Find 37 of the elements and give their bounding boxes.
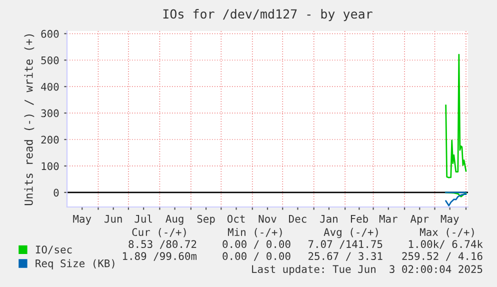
y-tick-label: 300	[41, 109, 59, 118]
text: 25.67 / 3.31	[308, 252, 382, 261]
x-tick-label: Oct	[227, 214, 245, 223]
x-tick-label: Sep	[197, 214, 215, 225]
text: 1.89 /99.60m	[123, 252, 197, 261]
legend-label: Req Size (KB)	[36, 259, 114, 270]
y-tick-label: 600	[41, 30, 59, 38]
x-tick-label: Mar	[379, 215, 398, 223]
text: 8.53 /80.72	[128, 240, 196, 249]
x-tick-label: Apr	[410, 215, 429, 225]
y-axis-title: Units read (-) / write (+)	[24, 34, 34, 206]
x-tick-label: Nov	[258, 215, 276, 223]
x-tick-label: Jul	[134, 214, 152, 223]
x-tick-label: Dec	[289, 215, 306, 223]
x-tick-label: Jan	[320, 215, 338, 223]
text: Min (-/+)	[228, 228, 282, 238]
text: 1.00k/ 6.74k	[409, 240, 483, 249]
y-tick-label: 200	[41, 136, 59, 144]
x-tick-label: Jun	[104, 215, 122, 223]
text: 0.00 / 0.00	[222, 252, 290, 261]
text: 0.00 / 0.00	[222, 240, 290, 249]
text: Max (-/+)	[420, 228, 474, 238]
text: Cur (-/+)	[132, 228, 186, 238]
x-tick-label: Feb	[350, 214, 368, 223]
chart-title: IOs for /dev/md127 - by year	[163, 9, 372, 22]
text: 7.07 /141.75	[308, 240, 382, 249]
text: Avg (-/+)	[324, 228, 378, 238]
y-tick-label: 400	[41, 82, 59, 91]
y-tick-label: 500	[41, 56, 59, 64]
x-tick-label: May	[440, 215, 459, 225]
y-tick-label: 0	[54, 188, 59, 197]
x-tick-label: May	[73, 215, 92, 225]
legend-label: IO/sec	[36, 246, 72, 254]
y-tick-label: 100	[42, 162, 59, 170]
text: 259.52 / 4.16	[402, 252, 482, 261]
text: Last update: Tue Jun 3 02:00:04 2025	[252, 264, 482, 276]
x-tick-label: Aug	[166, 214, 184, 225]
